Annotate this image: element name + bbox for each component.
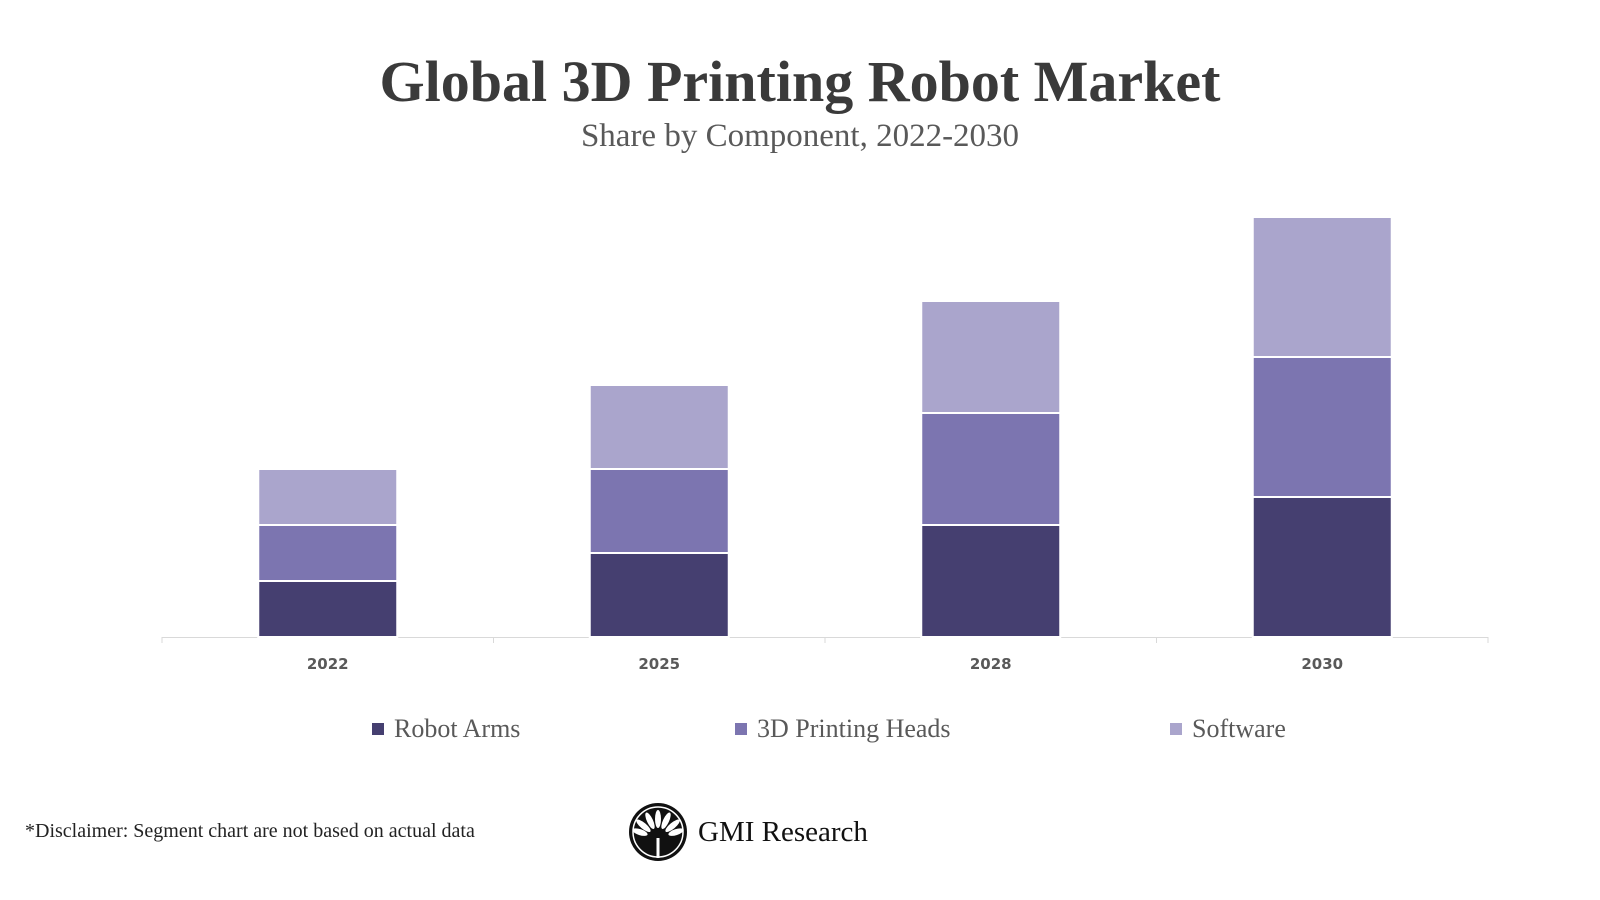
legend-swatch [735, 723, 747, 735]
x-tick-label: 2025 [638, 655, 680, 673]
bar-chart: 2022 2025 2028 2030 [161, 216, 1489, 673]
bar-segment-robot-arms-2022 [257, 580, 399, 638]
bar-segment-software-2025 [588, 384, 730, 470]
bar-segment-robot-arms-2028 [920, 524, 1062, 638]
legend-swatch [1170, 723, 1182, 735]
bar-segment-software-2028 [920, 300, 1062, 414]
bar-segment-software-2030 [1251, 216, 1393, 358]
disclaimer: *Disclaimer: Segment chart are not based… [25, 820, 475, 842]
bar-segment-software-2022 [257, 468, 399, 526]
bar-segment-3d-printing-heads-2028 [920, 412, 1062, 526]
x-tick-label: 2028 [970, 655, 1012, 673]
legend: Robot Arms 3D Printing Heads Software [0, 714, 1600, 754]
bar-segment-3d-printing-heads-2030 [1251, 356, 1393, 498]
x-tick-label: 2022 [307, 655, 349, 673]
chart-subtitle: Share by Component, 2022-2030 [580, 118, 1020, 154]
legend-item-3d-printing-heads: 3D Printing Heads [735, 714, 951, 744]
legend-label: Software [1192, 714, 1286, 743]
fan-leaf-logo-icon [629, 803, 687, 861]
legend-item-software: Software [1170, 714, 1286, 744]
bar-segment-3d-printing-heads-2022 [257, 524, 399, 582]
logo-text: GMI Research [698, 815, 868, 848]
legend-label: 3D Printing Heads [757, 714, 951, 743]
chart-title: Global 3D Printing Robot Market [379, 49, 1221, 114]
bar-segment-robot-arms-2025 [588, 552, 730, 638]
legend-label: Robot Arms [394, 714, 521, 743]
gmi-logo: GMI Research [628, 802, 868, 862]
bar-segment-3d-printing-heads-2025 [588, 468, 730, 554]
x-tick-label: 2030 [1301, 655, 1343, 673]
legend-swatch [372, 723, 384, 735]
bar-segment-robot-arms-2030 [1251, 496, 1393, 638]
legend-item-robot-arms: Robot Arms [372, 714, 520, 744]
